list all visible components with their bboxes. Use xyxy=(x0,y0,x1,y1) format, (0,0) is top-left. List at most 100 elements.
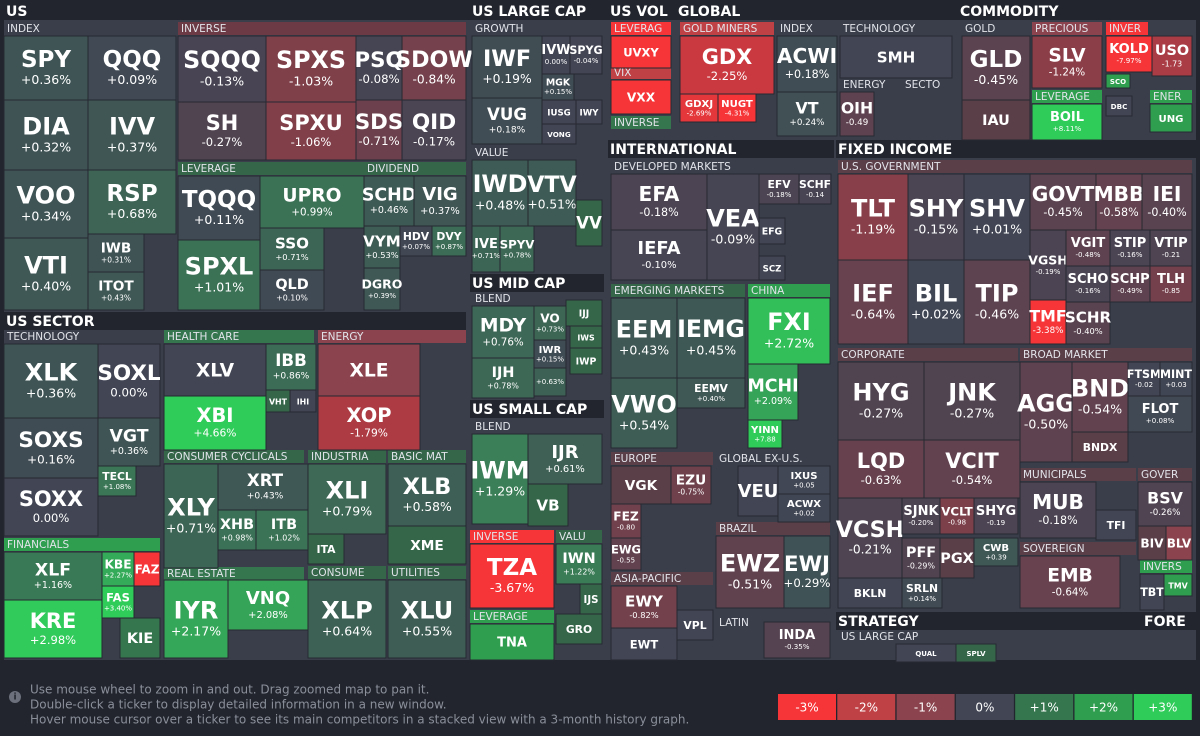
ticker-tile[interactable] xyxy=(87,35,177,101)
ticker-tile[interactable] xyxy=(973,497,1019,535)
ticker-tile[interactable] xyxy=(259,175,365,229)
ticker-tile[interactable] xyxy=(401,99,467,161)
ticker-tile[interactable] xyxy=(3,343,99,419)
ticker-tile[interactable] xyxy=(363,267,401,311)
ticker-tile[interactable] xyxy=(1065,229,1111,267)
ticker-tile[interactable] xyxy=(217,463,313,511)
ticker-tile[interactable] xyxy=(259,269,325,311)
ticker-tile[interactable] xyxy=(527,433,603,485)
ticker-tile[interactable] xyxy=(1029,173,1097,231)
ticker-tile[interactable] xyxy=(541,99,577,125)
ticker-tile[interactable] xyxy=(575,99,603,125)
ticker-tile[interactable] xyxy=(119,617,161,659)
ticker-tile[interactable] xyxy=(471,225,501,273)
ticker-tile[interactable] xyxy=(758,173,800,205)
ticker-tile[interactable] xyxy=(610,465,672,505)
ticker-tile[interactable] xyxy=(670,465,712,505)
ticker-tile[interactable] xyxy=(177,35,267,103)
ticker-tile[interactable] xyxy=(1105,35,1153,73)
ticker-tile[interactable] xyxy=(569,347,603,375)
ticker-tile[interactable] xyxy=(317,395,421,451)
ticker-tile[interactable] xyxy=(163,343,267,397)
ticker-tile[interactable] xyxy=(527,483,569,527)
ticker-tile[interactable] xyxy=(961,35,1031,101)
ticker-tile[interactable] xyxy=(87,99,177,171)
ticker-tile[interactable] xyxy=(87,233,145,273)
ticker-tile[interactable] xyxy=(565,299,603,327)
ticker-tile[interactable] xyxy=(569,35,603,75)
ticker-tile[interactable] xyxy=(777,465,831,495)
ticker-tile[interactable] xyxy=(471,357,535,399)
ticker-tile[interactable] xyxy=(289,389,317,413)
ticker-tile[interactable] xyxy=(177,239,261,311)
ticker-tile[interactable] xyxy=(575,199,603,247)
ticker-tile[interactable] xyxy=(1109,229,1151,267)
ticker-tile[interactable] xyxy=(265,101,357,161)
ticker-tile[interactable] xyxy=(907,173,965,261)
ticker-tile[interactable] xyxy=(227,579,309,631)
ticker-tile[interactable] xyxy=(706,173,760,281)
ticker-tile[interactable] xyxy=(387,525,467,565)
ticker-tile[interactable] xyxy=(907,259,965,345)
ticker-tile[interactable] xyxy=(758,255,786,281)
ticker-tile[interactable] xyxy=(939,497,975,535)
ticker-tile[interactable] xyxy=(923,439,1021,499)
ticker-tile[interactable] xyxy=(1065,301,1111,345)
ticker-tile[interactable] xyxy=(776,35,838,93)
ticker-tile[interactable] xyxy=(555,543,603,585)
ticker-tile[interactable] xyxy=(1165,525,1193,561)
ticker-tile[interactable] xyxy=(471,97,543,145)
ticker-tile[interactable] xyxy=(101,585,135,619)
ticker-tile[interactable] xyxy=(87,169,177,235)
ticker-tile[interactable] xyxy=(87,271,145,311)
ticker-tile[interactable] xyxy=(610,173,708,231)
ticker-tile[interactable] xyxy=(610,585,678,629)
ticker-tile[interactable] xyxy=(177,175,261,241)
ticker-tile[interactable] xyxy=(3,99,89,171)
ticker-tile[interactable] xyxy=(1137,481,1193,527)
ticker-tile[interactable] xyxy=(676,609,714,641)
ticker-tile[interactable] xyxy=(3,35,89,101)
ticker-tile[interactable] xyxy=(923,361,1021,441)
ticker-tile[interactable] xyxy=(1019,555,1121,609)
ticker-tile[interactable] xyxy=(307,533,345,565)
ticker-tile[interactable] xyxy=(1105,95,1133,117)
ticker-tile[interactable] xyxy=(1071,431,1129,463)
ticker-tile[interactable] xyxy=(1163,573,1193,597)
ticker-tile[interactable] xyxy=(3,169,89,239)
ticker-tile[interactable] xyxy=(963,173,1031,261)
ticker-tile[interactable] xyxy=(469,543,555,609)
ticker-tile[interactable] xyxy=(1127,395,1193,433)
ticker-tile[interactable] xyxy=(1109,265,1151,303)
ticker-tile[interactable] xyxy=(776,91,838,137)
ticker-tile[interactable] xyxy=(1095,173,1143,231)
ticker-tile[interactable] xyxy=(399,225,433,257)
ticker-tile[interactable] xyxy=(499,225,535,273)
ticker-tile[interactable] xyxy=(163,463,219,569)
ticker-tile[interactable] xyxy=(533,305,567,341)
ticker-tile[interactable] xyxy=(610,377,678,449)
ticker-tile[interactable] xyxy=(413,175,467,227)
ticker-tile[interactable] xyxy=(259,227,325,271)
ticker-tile[interactable] xyxy=(1149,265,1193,303)
ticker-tile[interactable] xyxy=(839,35,953,79)
ticker-tile[interactable] xyxy=(610,79,672,115)
ticker-tile[interactable] xyxy=(717,93,757,123)
ticker-tile[interactable] xyxy=(101,551,135,587)
ticker-tile[interactable] xyxy=(541,35,571,75)
ticker-tile[interactable] xyxy=(387,463,467,527)
ticker-tile[interactable] xyxy=(355,99,403,161)
ticker-tile[interactable] xyxy=(3,477,99,537)
ticker-tile[interactable] xyxy=(3,237,89,311)
ticker-tile[interactable] xyxy=(527,159,577,227)
ticker-tile[interactable] xyxy=(758,217,786,245)
ticker-tile[interactable] xyxy=(783,535,831,609)
ticker-tile[interactable] xyxy=(1031,103,1103,141)
ticker-tile[interactable] xyxy=(973,537,1019,567)
ticker-tile[interactable] xyxy=(163,395,267,451)
ticker-tile[interactable] xyxy=(763,621,831,659)
ticker-tile[interactable] xyxy=(541,73,575,101)
ticker-tile[interactable] xyxy=(1149,103,1193,133)
ticker-tile[interactable] xyxy=(610,229,708,281)
ticker-tile[interactable] xyxy=(610,627,678,661)
